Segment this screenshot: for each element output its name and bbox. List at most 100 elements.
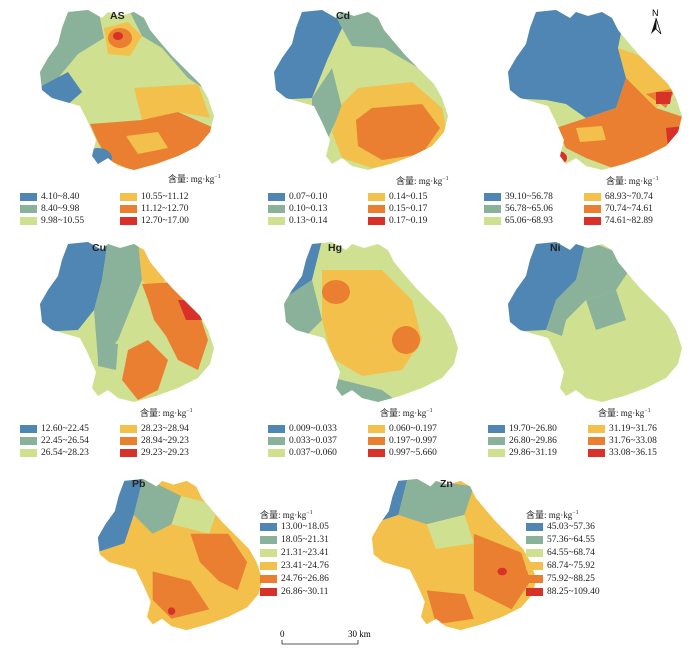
- legend-item: 9.98~10.55: [20, 216, 84, 226]
- legend-label: 70.74~74.61: [605, 204, 653, 214]
- legend-label: 0.10~0.13: [289, 204, 328, 214]
- legend-label: 26.54~28.23: [41, 448, 89, 458]
- legend-item: 12.70~17.00: [120, 216, 189, 226]
- legend-item: 0.07~0.10: [268, 192, 327, 202]
- legend-label: 9.98~10.55: [41, 216, 85, 226]
- legend-item: 13.00~18.05: [260, 522, 329, 532]
- legend-label: 31.19~31.76: [609, 424, 657, 434]
- legend-item: 0.060~0.197: [368, 424, 437, 434]
- pb-map: [97, 478, 263, 631]
- legend-item: 18.05~21.31: [260, 535, 329, 545]
- legend-swatch: [120, 425, 137, 433]
- legend-swatch: [588, 449, 605, 457]
- legend-item: 28.23~28.94: [120, 424, 189, 434]
- legend-swatch: [484, 193, 501, 201]
- legend-swatch: [20, 193, 37, 201]
- legend-swatch: [260, 575, 277, 583]
- legend-label: 74.61~82.89: [605, 216, 653, 226]
- panel-pb: Pb 含量: mg·kg−1 13.00~18.05 18.05~21.31 21.…: [96, 476, 366, 636]
- legend-label: 0.13~0.14: [289, 216, 328, 226]
- legend-swatch: [488, 449, 505, 457]
- legend-label: 29.86~31.19: [509, 448, 557, 458]
- legend-swatch: [526, 575, 543, 583]
- unit-label: 含量: mg·kg−1: [260, 510, 313, 520]
- legend-item: 19.70~26.80: [488, 424, 557, 434]
- legend-label: 29.23~29.23: [141, 448, 189, 458]
- legend-swatch: [526, 536, 543, 544]
- legend-label: 22.45~26.54: [41, 436, 89, 446]
- legend-item: 31.76~33.08: [588, 436, 657, 446]
- panel-zn: Zn 含量: mg·kg−1 45.03~57.36 57.36~64.55 64.…: [370, 476, 700, 636]
- panel-title: Cu: [92, 242, 106, 254]
- legend-item: 21.31~23.41: [260, 548, 329, 558]
- hg-map: [284, 242, 458, 402]
- legend-label: 4.10~8.40: [41, 192, 80, 202]
- unit-label: 含量: mg·kg−1: [606, 176, 659, 186]
- legend-swatch: [268, 437, 285, 445]
- legend-label: 57.36~64.55: [547, 535, 595, 545]
- legend-label: 33.08~36.15: [609, 448, 657, 458]
- legend-swatch: [368, 205, 385, 213]
- legend-swatch: [526, 588, 543, 596]
- legend-item: 12.60~22.45: [20, 424, 89, 434]
- legend-item: 65.06~68.93: [484, 216, 553, 226]
- legend-swatch: [260, 523, 277, 531]
- legend-swatch: [488, 437, 505, 445]
- panel-title: Ni: [550, 242, 561, 254]
- legend-label: 0.15~0.17: [389, 204, 428, 214]
- legend-item: 26.80~29.86: [488, 436, 557, 446]
- panel-hg: Hg 含量: mg·kg−1 0.009~0.033 0.033~0.037 0.0…: [268, 240, 482, 465]
- legend-label: 0.197~0.997: [389, 436, 437, 446]
- legend-swatch: [368, 425, 385, 433]
- legend-label: 0.009~0.033: [289, 424, 337, 434]
- legend-label: 64.55~68.74: [547, 548, 595, 558]
- north-arrow: N: [646, 6, 666, 36]
- unit-label: 含量: mg·kg−1: [598, 408, 651, 418]
- unit-label: 含量: mg·kg−1: [396, 176, 449, 186]
- legend-label: 8.40~9.98: [41, 204, 80, 214]
- unit-label: 含量: mg·kg−1: [526, 510, 579, 520]
- legend-label: 0.17~0.19: [389, 216, 428, 226]
- legend-item: 45.03~57.36: [526, 522, 595, 532]
- legend-label: 0.14~0.15: [389, 192, 428, 202]
- legend-item: 26.54~28.23: [20, 448, 89, 458]
- legend-item: 39.10~56.78: [484, 192, 553, 202]
- legend-swatch: [20, 449, 37, 457]
- scale-end: 30 km: [348, 629, 371, 639]
- legend-swatch: [588, 425, 605, 433]
- unit-label: 含量: mg·kg−1: [168, 174, 221, 184]
- legend-swatch: [526, 562, 543, 570]
- legend-item: 0.197~0.997: [368, 436, 437, 446]
- legend-swatch: [484, 217, 501, 225]
- legend-swatch: [20, 205, 37, 213]
- legend-swatch: [368, 193, 385, 201]
- as-map: [40, 10, 214, 170]
- legend-swatch: [268, 217, 285, 225]
- panel-title: Zn: [440, 478, 453, 490]
- cu-map: [40, 242, 214, 402]
- legend-label: 39.10~56.78: [505, 192, 553, 202]
- legend-swatch: [268, 449, 285, 457]
- unit-label: 含量: mg·kg−1: [380, 408, 433, 418]
- legend-item: 0.10~0.13: [268, 204, 327, 214]
- zn-map: [371, 478, 537, 631]
- legend-item: 24.76~26.86: [260, 574, 329, 584]
- legend-swatch: [268, 193, 285, 201]
- panel-title: Hg: [328, 242, 342, 254]
- scale-bar: 0 30 km: [278, 628, 378, 657]
- legend-label: 0.07~0.10: [289, 192, 328, 202]
- panel-ni: Ni 含量: mg·kg−1 19.70~26.80 26.80~29.86 29.…: [488, 240, 696, 465]
- legend-label: 56.78~65.06: [505, 204, 553, 214]
- legend-item: 57.36~64.55: [526, 535, 595, 545]
- legend-item: 0.033~0.037: [268, 436, 337, 446]
- legend-item: 0.997~5.660: [368, 448, 437, 458]
- legend-item: 0.14~0.15: [368, 192, 427, 202]
- legend-item: 11.12~12.70: [120, 204, 189, 214]
- legend-label: 0.997~5.660: [389, 448, 437, 458]
- legend-item: 0.13~0.14: [268, 216, 327, 226]
- legend-swatch: [584, 205, 601, 213]
- legend-label: 0.060~0.197: [389, 424, 437, 434]
- legend-label: 28.94~29.23: [141, 436, 189, 446]
- panel-as: AS 含量: mg·kg−1 4.10~8.40 8.40~9.98 9.98~10…: [20, 8, 238, 233]
- legend-item: 0.009~0.033: [268, 424, 337, 434]
